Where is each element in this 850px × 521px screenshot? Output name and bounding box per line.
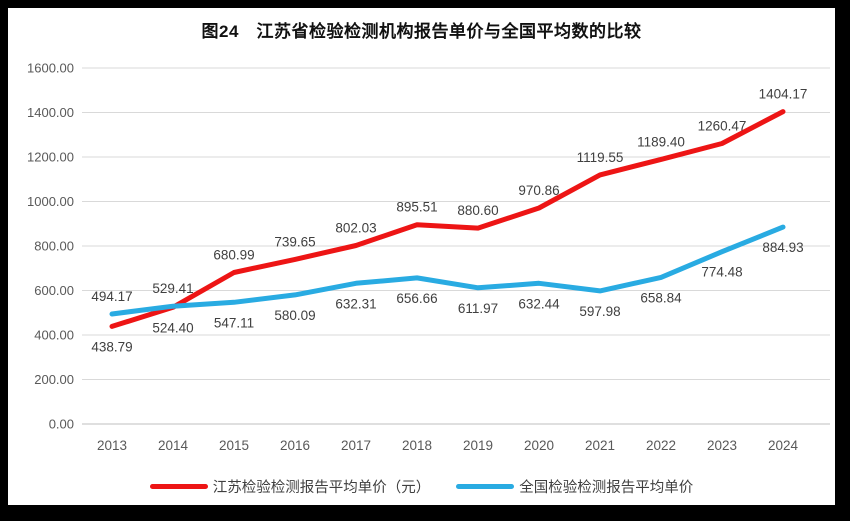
svg-text:656.66: 656.66 <box>396 291 437 306</box>
svg-text:2015: 2015 <box>219 438 249 453</box>
svg-text:2016: 2016 <box>280 438 310 453</box>
svg-text:680.99: 680.99 <box>213 247 254 262</box>
svg-text:800.00: 800.00 <box>34 239 74 254</box>
svg-text:611.97: 611.97 <box>458 301 498 316</box>
svg-text:1119.55: 1119.55 <box>577 150 624 165</box>
chart-title: 图24 江苏省检验检测机构报告单价与全国平均数的比较 <box>201 22 642 41</box>
svg-text:2022: 2022 <box>646 438 676 453</box>
svg-text:2019: 2019 <box>463 438 493 453</box>
svg-text:2020: 2020 <box>524 438 554 453</box>
svg-text:970.86: 970.86 <box>518 183 559 198</box>
svg-text:597.98: 597.98 <box>579 304 620 319</box>
svg-text:1400.00: 1400.00 <box>27 105 74 120</box>
svg-text:1404.17: 1404.17 <box>759 87 808 102</box>
svg-text:774.48: 774.48 <box>701 265 742 280</box>
national-series-swatch-icon <box>456 484 515 489</box>
svg-text:2014: 2014 <box>158 438 189 453</box>
svg-text:658.84: 658.84 <box>640 290 682 305</box>
jiangsu-series-swatch-icon <box>149 484 208 489</box>
svg-text:600.00: 600.00 <box>34 283 74 298</box>
jiangsu-series-label: 江苏检验检测报告平均单价（元） <box>212 480 431 496</box>
svg-text:1189.40: 1189.40 <box>637 134 685 149</box>
legend-item-national: 全国检验检测报告平均单价 <box>456 476 693 497</box>
legend-item-jiangsu: 江苏检验检测报告平均单价（元） <box>149 476 431 497</box>
svg-text:400.00: 400.00 <box>34 328 74 343</box>
chart-legend: 江苏检验检测报告平均单价（元） 全国检验检测报告平均单价 <box>8 476 835 497</box>
svg-text:1200.00: 1200.00 <box>27 150 74 165</box>
svg-text:1260.47: 1260.47 <box>698 119 747 134</box>
svg-text:529.41: 529.41 <box>152 281 193 296</box>
national-series-label: 全国检验检测报告平均单价 <box>519 480 694 496</box>
svg-text:2018: 2018 <box>402 438 432 453</box>
svg-text:880.60: 880.60 <box>457 203 498 218</box>
svg-text:494.17: 494.17 <box>91 289 132 304</box>
svg-text:802.03: 802.03 <box>335 221 376 236</box>
svg-text:2021: 2021 <box>585 438 615 453</box>
svg-text:438.79: 438.79 <box>91 339 132 354</box>
svg-text:580.09: 580.09 <box>274 308 315 323</box>
svg-text:547.11: 547.11 <box>214 315 254 330</box>
svg-text:739.65: 739.65 <box>274 234 315 249</box>
svg-text:2017: 2017 <box>341 438 371 453</box>
svg-text:200.00: 200.00 <box>34 372 74 387</box>
chart-canvas: 0.00 200.00 400.00 600.00 800.00 1000.00 1200.… <box>27 61 830 453</box>
svg-text:524.40: 524.40 <box>152 320 193 335</box>
chart-frame: 图24 江苏省检验检测机构报告单价与全国平均数的比较 0.00 200.00 400… <box>8 8 835 505</box>
svg-text:884.93: 884.93 <box>762 240 803 255</box>
svg-text:1600.00: 1600.00 <box>27 61 74 76</box>
svg-text:0.00: 0.00 <box>49 417 74 432</box>
svg-text:632.44: 632.44 <box>518 296 560 311</box>
svg-text:2023: 2023 <box>707 438 737 453</box>
svg-text:2013: 2013 <box>97 438 127 453</box>
svg-text:1000.00: 1000.00 <box>27 194 74 209</box>
svg-text:632.31: 632.31 <box>335 296 376 311</box>
svg-text:895.51: 895.51 <box>396 200 437 215</box>
svg-text:2024: 2024 <box>768 438 799 453</box>
